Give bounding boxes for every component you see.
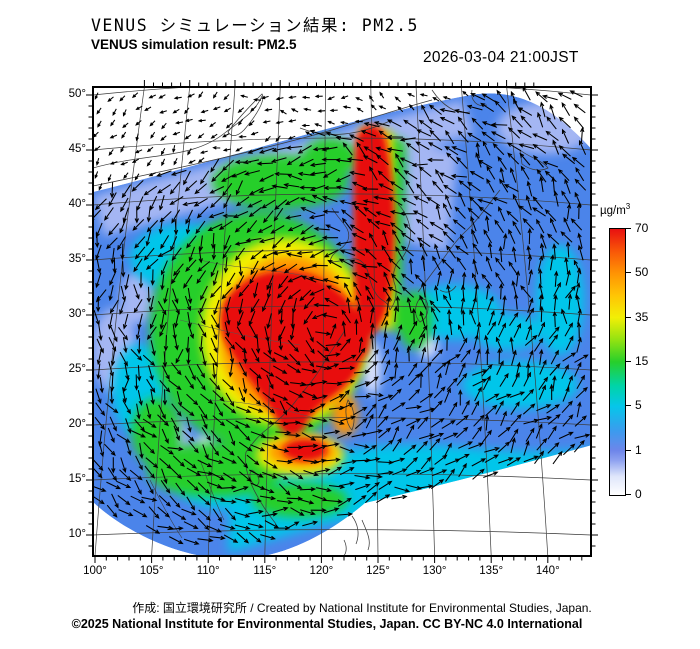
colorbar-tick-label: 1 [635, 442, 642, 457]
lat-tick-label: 20° [68, 418, 86, 430]
lon-tick-label: 125° [366, 565, 390, 577]
lat-tick-label: 25° [68, 363, 86, 375]
lat-tick-label: 10° [68, 528, 86, 540]
lat-tick-label: 45° [68, 143, 86, 155]
colorbar-tick-label: 0 [635, 486, 642, 501]
lon-tick-label: 130° [422, 565, 447, 577]
colorbar-tick-label: 70 [635, 221, 649, 235]
map-inner [93, 87, 591, 556]
timestamp-label: 2026-03-04 21:00JST [423, 49, 579, 66]
colorbar-unit-label: µg/m3 [600, 202, 631, 217]
graticule-lines [93, 87, 591, 556]
colorbar-tick-mark [625, 228, 631, 229]
wind-vector-arrows [93, 87, 591, 545]
colorbar-tick-mark [625, 360, 631, 362]
lat-tick-label: 50° [68, 88, 86, 100]
lon-tick-label: 100° [83, 565, 107, 577]
colorbar-tick-label: 5 [635, 398, 642, 413]
map-frame [92, 86, 592, 557]
colorbar-tick-label: 50 [635, 265, 649, 280]
copyright-line: ©2025 National Institute for Environment… [71, 617, 583, 631]
lat-tick-label: 40° [68, 198, 86, 210]
axis-ticks [86, 80, 598, 563]
colorbar-tick-label: 15 [635, 353, 649, 368]
colorbar-tick-mark [625, 449, 631, 451]
lon-tick-label: 120° [309, 565, 334, 577]
lat-tick-label: 15° [68, 473, 86, 485]
lon-tick-label: 110° [196, 565, 220, 577]
lat-tick-label: 35° [68, 253, 86, 265]
page-title-english: VENUS simulation result: PM2.5 [91, 37, 297, 52]
credit-line: 作成: 国立環境研究所 / Created by National Instit… [132, 601, 592, 615]
page-title-japanese: VENUS シミュレーション結果: PM2.5 [91, 16, 419, 35]
colorbar [609, 228, 626, 496]
lat-tick-label: 30° [68, 308, 86, 320]
colorbar-tick-mark [625, 493, 631, 495]
colorbar-tick-mark [625, 316, 631, 318]
lon-tick-label: 105° [139, 565, 164, 577]
lon-tick-label: 115° [253, 565, 277, 577]
colorbar-tick-mark [625, 272, 631, 274]
colorbar-tick-label: 35 [635, 309, 649, 324]
colorbar-tick-mark [625, 405, 631, 407]
lon-tick-label: 140° [535, 565, 560, 577]
lon-tick-label: 135° [479, 565, 504, 577]
